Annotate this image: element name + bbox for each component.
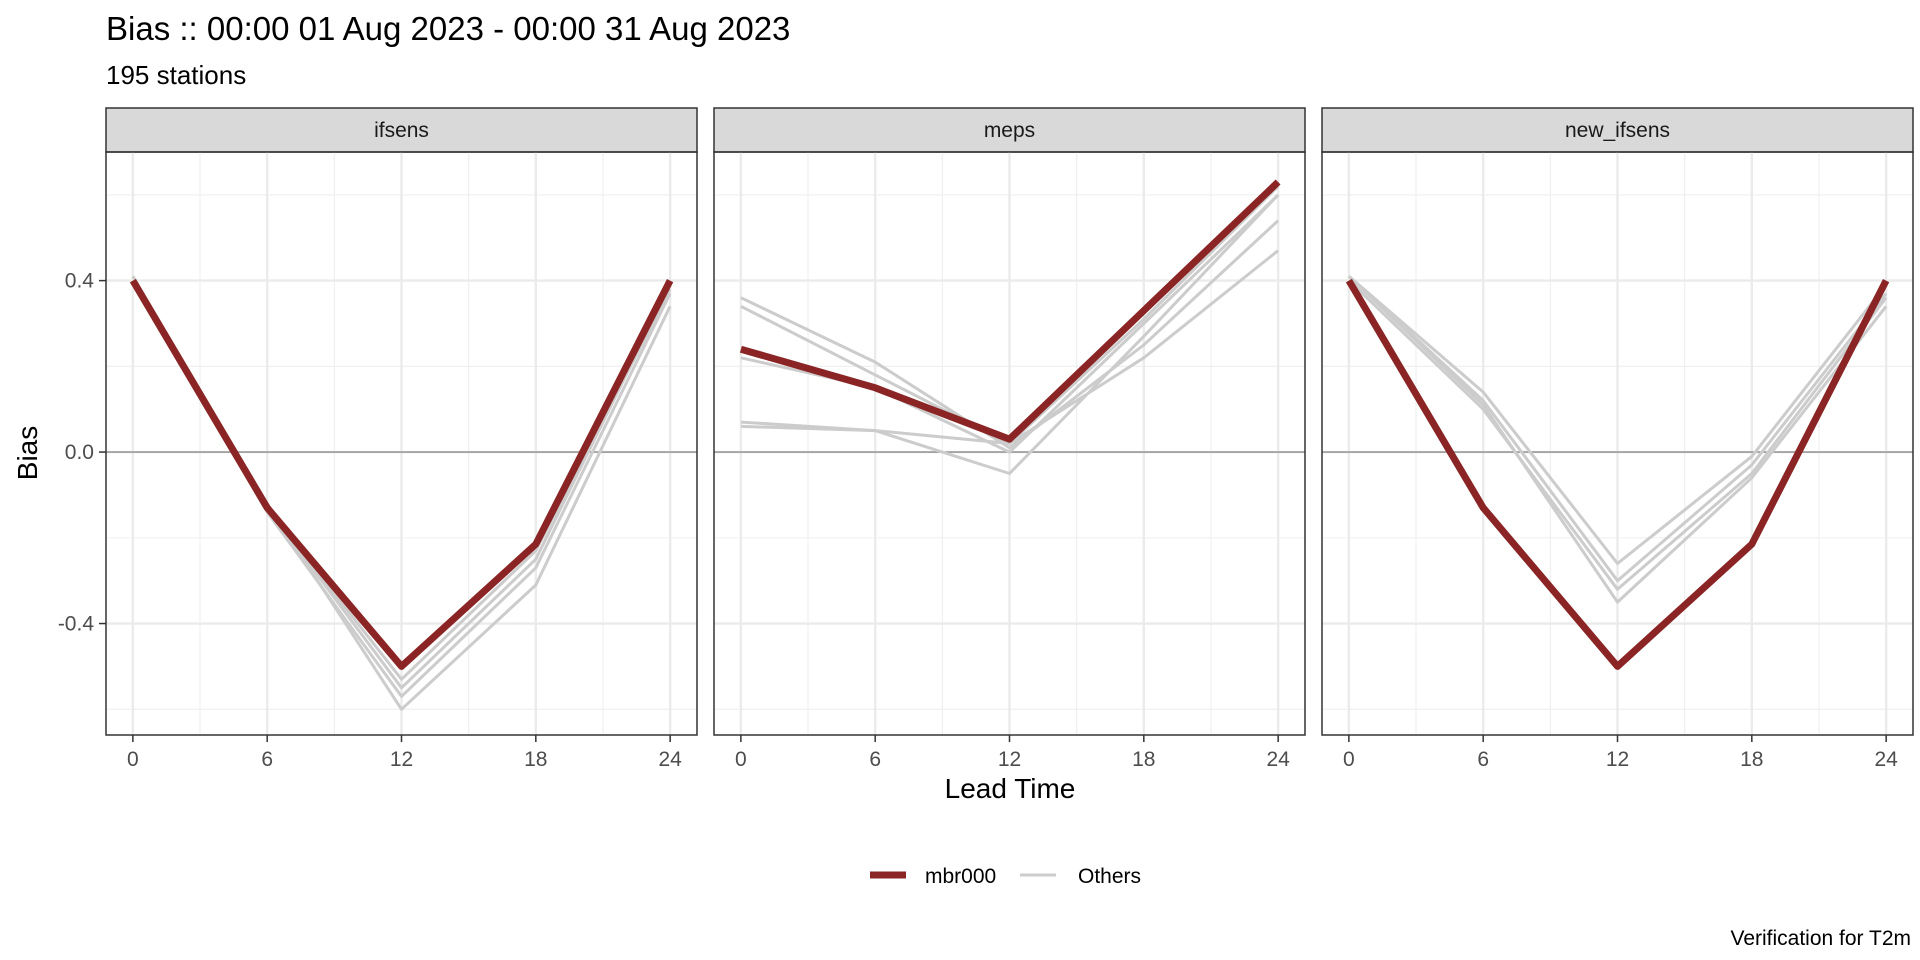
x-tick-label: 18 bbox=[1132, 748, 1155, 771]
series-other-2 bbox=[1347, 275, 1888, 583]
x-tick-label: 6 bbox=[261, 748, 273, 771]
chart-title: Bias :: 00:00 01 Aug 2023 - 00:00 31 Aug… bbox=[106, 10, 790, 47]
legend-label-Others: Others bbox=[1078, 865, 1141, 888]
strip-label-ifsens: ifsens bbox=[374, 119, 429, 142]
x-axis-label: Lead Time bbox=[945, 773, 1076, 804]
panels: ifsens 0 6 12 18 24 meps 0 6 12 18 24 new_ifsens 0 6 12… bbox=[105, 107, 1914, 771]
x-tick-label: 0 bbox=[127, 748, 139, 771]
series-other-1 bbox=[1347, 275, 1888, 565]
series-other-1 bbox=[740, 219, 1280, 450]
strip-new_ifsens bbox=[1321, 107, 1914, 153]
series-other-5 bbox=[740, 185, 1280, 445]
x-tick-label: 0 bbox=[735, 748, 747, 771]
series-mbr000 bbox=[1345, 278, 1890, 670]
series-other-4 bbox=[1347, 275, 1888, 604]
panel-meps: meps 0 6 12 18 24 bbox=[713, 107, 1306, 771]
x-tick-label: 12 bbox=[998, 748, 1021, 771]
y-axis-label: Bias bbox=[12, 426, 43, 480]
x-tick-label: 12 bbox=[1606, 748, 1629, 771]
x-tick-label: 24 bbox=[1266, 748, 1290, 771]
x-tick-label: 6 bbox=[869, 748, 881, 771]
chart-caption: Verification for T2m bbox=[1730, 927, 1911, 950]
strip-ifsens bbox=[105, 107, 698, 153]
chart-subtitle: 195 stations bbox=[106, 60, 246, 90]
strip-label-new_ifsens: new_ifsens bbox=[1565, 119, 1670, 142]
series-other-3 bbox=[1347, 279, 1888, 591]
y-axis: 0.4 0.0 -0.4 bbox=[58, 270, 106, 636]
panel-ifsens: ifsens 0 6 12 18 24 bbox=[105, 107, 698, 771]
y-tick-label: 0.0 bbox=[65, 441, 94, 464]
strip-meps bbox=[713, 107, 1306, 153]
x-tick-label: 0 bbox=[1343, 748, 1355, 771]
series-mbr000 bbox=[129, 278, 674, 670]
x-tick-label: 18 bbox=[1740, 748, 1763, 771]
y-tick-label: -0.4 bbox=[58, 613, 95, 636]
x-tick-label: 6 bbox=[1477, 748, 1489, 771]
panel-new_ifsens: new_ifsens 0 6 12 18 24 bbox=[1321, 107, 1914, 771]
x-tick-label: 18 bbox=[524, 748, 547, 771]
x-tick-label: 12 bbox=[390, 748, 413, 771]
legend: mbr000 Others bbox=[870, 865, 1141, 888]
strip-label-meps: meps bbox=[984, 119, 1035, 142]
series-mbr000 bbox=[739, 179, 1281, 443]
y-tick-label: 0.4 bbox=[65, 270, 95, 293]
x-tick-label: 24 bbox=[658, 748, 682, 771]
x-tick-label: 24 bbox=[1874, 748, 1898, 771]
legend-label-mbr000: mbr000 bbox=[925, 865, 996, 888]
